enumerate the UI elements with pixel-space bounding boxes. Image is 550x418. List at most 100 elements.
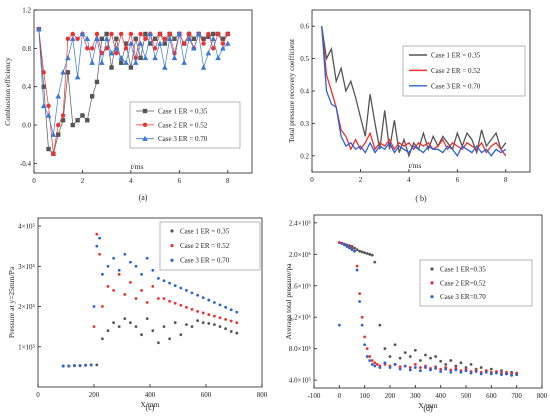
panel-a-data-point <box>84 35 91 41</box>
panel-d-axes-frame <box>313 214 543 389</box>
panel-a-data-point <box>200 64 207 70</box>
panel-a-data-point <box>40 102 47 109</box>
panel-d-data-point <box>393 343 397 347</box>
panel-a-data-point <box>123 41 129 46</box>
panel-d-data-point <box>505 372 508 376</box>
panel-a-caption: (a) <box>139 193 148 202</box>
panel-c-data-point <box>117 325 121 329</box>
panel-c-xtick-label: 800 <box>257 391 268 399</box>
panel-c-data-point <box>168 299 172 303</box>
panel-d-data-point <box>368 252 372 256</box>
panel-a-data-point <box>51 151 56 157</box>
panel-d-data-point <box>370 363 374 366</box>
panel-d-data-point <box>353 246 356 250</box>
panel-d-data-point <box>370 253 374 257</box>
panel-a-data-point <box>99 36 105 41</box>
panel-a-data-point <box>152 54 158 61</box>
panel-d-data-point <box>479 366 483 369</box>
panel-a-data-point <box>162 36 167 41</box>
panel-c-xlabel: X/mm <box>140 400 159 409</box>
panel-d-data-point <box>355 248 359 252</box>
panel-a-ytick-label: 0.8 <box>22 45 31 53</box>
panel-d-data-point <box>375 363 379 366</box>
panel-b-legend-label: Case 1 ER = 0.35 <box>431 52 481 60</box>
panel-a-data-point <box>224 40 231 46</box>
panel-d-data-point <box>413 366 417 369</box>
panel-c-legend-label: Case 3 ER = 0.70 <box>180 257 230 265</box>
panel-a-data-point <box>75 36 80 41</box>
panel-a-data-point <box>56 132 61 137</box>
panel-a-data-point <box>74 74 81 80</box>
panel-d-data-point <box>500 369 503 373</box>
panel-d-data-point <box>413 348 417 352</box>
panel-c-data-point <box>123 293 127 296</box>
panel-d-ytick-label: 1.2×10⁶ <box>289 314 312 322</box>
panel-c-data-point <box>140 333 144 337</box>
panel-d-xtick-label: 200 <box>385 392 396 400</box>
panel-a-data-point <box>114 36 119 41</box>
panel-a-data-point <box>123 59 129 65</box>
panel-c-data-point <box>145 256 149 260</box>
panel-a-data-point <box>211 46 216 51</box>
panel-c-data-point <box>179 303 183 307</box>
panel-d-legend-label: Case 3 ER=0.70 <box>440 293 486 301</box>
panel-c-data-point <box>173 284 177 287</box>
panel-d-data-point <box>345 245 349 248</box>
panel-c-data-point <box>179 333 183 337</box>
panel-d-data-point <box>419 369 422 373</box>
panel-c-data-point <box>213 323 216 327</box>
panel-d-data-point <box>365 355 369 358</box>
panel-a-data-point <box>166 35 173 41</box>
panel-a-data-point <box>65 36 71 41</box>
panel-d-data-point <box>489 367 493 371</box>
panel-d-data-point <box>429 368 432 372</box>
panel-a-ytick-label: 0.4 <box>22 83 31 91</box>
panel-a-data-point <box>191 45 197 51</box>
panel-d-legend-marker <box>430 295 434 299</box>
panel-d-data-point <box>444 363 448 366</box>
panel-c-data-point <box>106 329 110 333</box>
panel-c-legend-marker <box>170 244 174 248</box>
panel-c-data-point <box>218 325 222 329</box>
panel-c-data-point <box>218 303 222 307</box>
panel-c-data-point <box>173 301 177 305</box>
panel-c-data-point <box>179 286 183 290</box>
panel-a-data-point <box>128 65 134 70</box>
panel-d-data-point <box>515 373 519 377</box>
panel-c-data-point <box>106 285 110 288</box>
panel-d-data-point <box>408 366 412 369</box>
panel-c-data-point <box>61 364 65 368</box>
panel-d-data-point <box>353 249 356 253</box>
panel-c-data-point <box>190 291 194 295</box>
panel-a-data-point <box>225 31 230 37</box>
panel-d-data-point <box>419 359 422 362</box>
panel-a-data-point <box>142 54 149 61</box>
panel-a-data-point <box>104 46 109 51</box>
panel-b-xtick-label: 8 <box>504 176 508 184</box>
panel-a-data-point <box>148 41 153 46</box>
panel-a-ytick-label: -0.4 <box>20 160 32 168</box>
panel-d-data-point <box>373 260 377 264</box>
panel-d-data-point <box>449 370 453 374</box>
panel-a-data-point <box>41 70 46 75</box>
panel-c-data-point <box>157 276 160 280</box>
panel-a-data-point <box>186 35 192 41</box>
panel-a-data-point <box>167 31 172 37</box>
panel-c-data-point <box>145 317 149 320</box>
panel-d-ytick-label: 8.0×10⁵ <box>289 345 312 353</box>
panel-a-series-3 <box>36 26 231 137</box>
panel-c-data-point <box>73 364 76 368</box>
panel-b-ytick-label: 0.4 <box>300 88 309 96</box>
panel-a-data-point <box>70 31 75 37</box>
panel-a-data-point <box>70 122 75 128</box>
panel-c-data-point <box>235 321 239 325</box>
panel-d-data-point <box>337 241 341 244</box>
panel-b-legend: Case 1 ER = 0.35 Case 2 ER = 0.52 Case 3 E… <box>402 45 526 97</box>
panel-d-legend-label: Case 2 ER=0.52 <box>440 279 486 287</box>
panel-d-series-3 <box>337 241 519 377</box>
panel-c-ytick-label: 1×10⁵ <box>18 343 35 351</box>
panel-a-data-point <box>157 40 163 46</box>
panel-a-legend-label: Case 1 ER = 0.35 <box>158 108 208 116</box>
panel-b-caption: ( b) <box>415 194 427 203</box>
panel-d-data-point <box>419 366 422 369</box>
